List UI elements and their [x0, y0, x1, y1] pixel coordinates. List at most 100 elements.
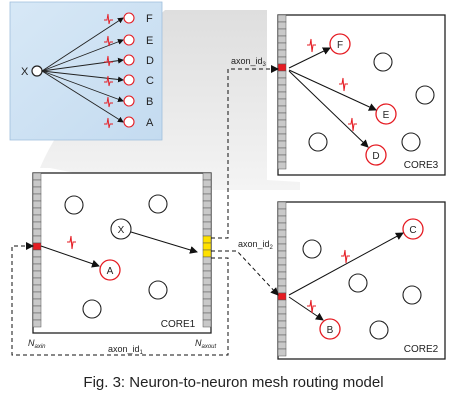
- axon-id1-label: axon_id1: [108, 344, 144, 356]
- bus-cell: [277, 98, 287, 107]
- routing-links: [11, 65, 279, 356]
- bus-cell: [277, 348, 287, 357]
- spike-icon: [348, 117, 357, 132]
- spike-icon: [104, 13, 113, 25]
- bus-cell-active: [277, 292, 287, 301]
- core1-neuron-idle: [82, 299, 102, 319]
- projection-shadow: [40, 10, 300, 190]
- core3-axin-bus: [277, 14, 287, 170]
- bus-cell: [277, 77, 287, 86]
- bus-cell: [277, 91, 287, 100]
- legend-target-neuron: [123, 54, 135, 66]
- core3-neuron-idle: [415, 85, 435, 105]
- spike-icon: [104, 35, 113, 47]
- bus-cell: [277, 42, 287, 51]
- axon-id3-label: axon_id3: [231, 56, 267, 68]
- bus-cell: [277, 334, 287, 343]
- bus-cell: [277, 299, 287, 308]
- bus-cell: [277, 229, 287, 238]
- bus-cell: [202, 172, 212, 181]
- legend-target-neuron: [123, 12, 135, 24]
- link-axon-id3: [211, 65, 279, 239]
- bus-cell: [202, 305, 212, 314]
- bus-cell: [202, 284, 212, 293]
- bus-cell: [202, 179, 212, 188]
- legend-target-label: E: [146, 35, 153, 47]
- core2-neuron-b: [319, 318, 341, 340]
- bus-cell-active: [202, 242, 212, 251]
- bus-cell: [32, 179, 42, 188]
- bus-cell: [202, 214, 212, 223]
- core2-neuron-idle: [402, 285, 422, 305]
- bus-cell: [277, 140, 287, 149]
- core1-neuron-a: [99, 259, 121, 281]
- fanout-line: [41, 70, 124, 123]
- core3-neuron-e: [375, 103, 397, 125]
- bus-cell: [32, 298, 42, 307]
- legend-target-label: A: [146, 117, 154, 129]
- bus-cell: [277, 21, 287, 30]
- bus-cell: [277, 236, 287, 245]
- core1-neuron-a-label: A: [107, 266, 114, 277]
- bus-cell: [32, 319, 42, 328]
- fanout-connections: [41, 13, 124, 129]
- core2-neuron-c-label: C: [409, 225, 416, 236]
- figure-caption: Fig. 3: Neuron-to-neuron mesh routing mo…: [83, 374, 384, 391]
- bus-cell: [277, 133, 287, 142]
- bus-cell: [32, 200, 42, 209]
- bus-cell: [277, 35, 287, 44]
- core3-neuron-idle: [373, 52, 393, 72]
- bus-cell: [277, 222, 287, 231]
- core2-axin-bus: [277, 201, 287, 357]
- bus-cell: [277, 119, 287, 128]
- legend-source-label: X: [21, 66, 29, 78]
- legend-source-neuron: [31, 65, 43, 77]
- bus-cell: [32, 214, 42, 223]
- bus-cell: [202, 221, 212, 230]
- fanout-line: [41, 70, 124, 103]
- axon-to-d: [288, 70, 369, 148]
- link-axon-id1: [11, 242, 229, 356]
- core3-neuron-f-label: F: [337, 40, 343, 51]
- bus-cell: [202, 263, 212, 272]
- bus-cell: [277, 201, 287, 210]
- axon-to-f: [288, 47, 331, 69]
- spike-icon: [307, 299, 316, 314]
- core1: X A CORE1 Naxin Naxout: [28, 172, 217, 350]
- core3-neuron-idle: [308, 132, 328, 152]
- bus-cell: [32, 270, 42, 279]
- legend-target-label: B: [146, 96, 153, 108]
- bus-cell: [277, 264, 287, 273]
- core1-frame: [32, 172, 212, 334]
- legend-target-label: C: [146, 75, 154, 87]
- core1-neuron-idle: [148, 194, 168, 214]
- core3-neuron-d-label: D: [372, 151, 379, 162]
- core3-neuron-idle: [401, 132, 421, 152]
- spike-icon: [341, 249, 350, 264]
- link-axon-id2: [211, 250, 279, 296]
- bus-cell: [277, 208, 287, 217]
- bus-cell: [32, 284, 42, 293]
- bus-cell: [32, 249, 42, 258]
- core3: F E D CORE3: [277, 14, 446, 176]
- core2: C B CORE2: [277, 201, 446, 360]
- core2-neuron-idle: [369, 320, 389, 340]
- bus-cell: [32, 172, 42, 181]
- n-axin-label: Naxin: [28, 338, 46, 350]
- bus-cell: [277, 306, 287, 315]
- core1-neuron-x-label: X: [118, 225, 125, 236]
- spike-icon: [67, 235, 76, 250]
- bus-cell-active: [202, 249, 212, 258]
- core1-neuron-x: [110, 218, 132, 240]
- bus-cell: [32, 277, 42, 286]
- bus-cell: [277, 105, 287, 114]
- bus-cell: [202, 228, 212, 237]
- bus-cell: [202, 291, 212, 300]
- bus-cell: [32, 305, 42, 314]
- bus-cell: [277, 161, 287, 170]
- x-to-axout: [130, 231, 198, 254]
- fanout-line: [41, 57, 124, 72]
